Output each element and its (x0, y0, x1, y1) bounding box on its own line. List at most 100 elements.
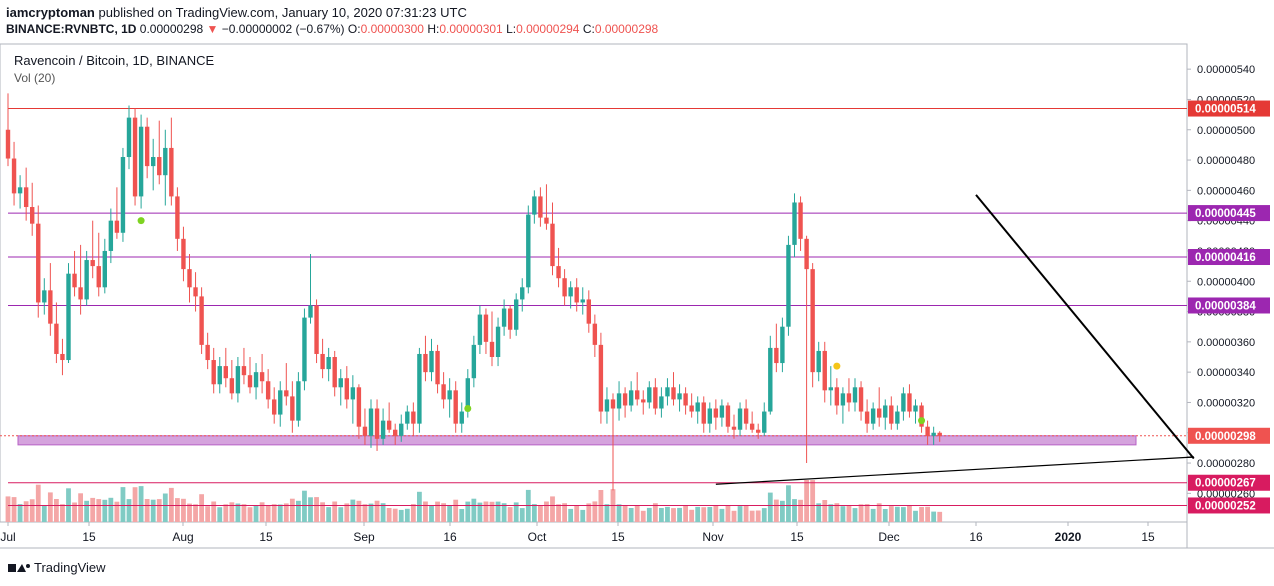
candle (393, 423, 398, 445)
volume-bar (798, 499, 803, 522)
candle (477, 305, 483, 354)
candle-body (108, 220, 114, 251)
candle-body (725, 405, 731, 427)
candle-body (635, 390, 640, 400)
candle-body (858, 387, 864, 412)
volume-bar (901, 507, 906, 522)
high-value: 0.00000301 (439, 22, 503, 36)
candle (719, 399, 725, 427)
candle (604, 387, 610, 424)
volume-bar (459, 509, 465, 522)
candle-body (411, 411, 416, 424)
candle (834, 378, 840, 415)
volume-bar (102, 499, 108, 522)
candle-body (641, 399, 646, 403)
candle-body (919, 405, 924, 427)
series-legend-title[interactable]: Ravencoin / Bitcoin, 1D, BINANCE (14, 53, 215, 68)
level-label-bg (1188, 474, 1270, 491)
volume-bar (175, 498, 180, 522)
candle (247, 357, 253, 394)
volume-bar (259, 502, 265, 522)
candle-body (580, 299, 585, 303)
volume-bar (913, 510, 918, 522)
level-label-bg (1188, 497, 1270, 514)
candle (217, 357, 222, 394)
candle (628, 381, 634, 412)
low-value: 0.00000294 (516, 22, 580, 36)
candle-body (574, 287, 579, 303)
price-tick-label: 0.00000260 (1197, 488, 1255, 500)
volume-bar (659, 508, 664, 522)
candle-body (265, 381, 271, 400)
candle-body (701, 402, 706, 424)
candle (42, 278, 47, 315)
candle-body (616, 393, 622, 409)
level-label-bg (1188, 100, 1270, 117)
volume-bar (168, 487, 174, 522)
candle (877, 387, 882, 427)
level-label: 0.00000445 (1188, 205, 1270, 222)
volume-bar (47, 492, 53, 522)
candle-body (622, 393, 628, 406)
volume-bar (592, 501, 598, 522)
candle (780, 317, 785, 373)
volume-bar (568, 508, 574, 522)
candle (495, 317, 501, 367)
candle (235, 357, 241, 403)
volume-bar (846, 505, 852, 522)
candle-body (756, 429, 761, 433)
volume-bar (646, 507, 652, 522)
candle (786, 235, 791, 336)
candle-body (864, 411, 870, 424)
volume-bar (223, 504, 229, 522)
volume-bar (640, 510, 646, 522)
volume-legend[interactable]: Vol (20) (14, 71, 56, 85)
candle-body (326, 357, 331, 370)
author-name[interactable]: iamcryptoman (6, 5, 95, 20)
volume-bar (308, 497, 313, 522)
volume-bar (792, 499, 797, 522)
candle-body (895, 411, 900, 424)
volume-bar (622, 505, 628, 522)
candle-body (786, 244, 791, 327)
volume-bar (810, 480, 816, 522)
volume-bar (894, 506, 900, 522)
candle (417, 347, 422, 433)
candle-body (538, 196, 543, 218)
candle (616, 381, 622, 421)
candle-body (374, 408, 380, 439)
volume-bar (199, 494, 204, 522)
level-label-text: 0.00000252 (1195, 500, 1256, 512)
volume-bar (840, 506, 846, 522)
time-tick-label: 15 (611, 530, 625, 544)
candle-body (677, 393, 682, 400)
candle-body (550, 223, 555, 267)
level-label-text: 0.00000267 (1195, 478, 1256, 490)
candle-body (459, 411, 464, 424)
volume-bar (229, 502, 235, 522)
volume-bar (410, 504, 416, 522)
candle (187, 253, 192, 303)
candle-body (628, 390, 634, 406)
candle (60, 338, 65, 376)
candle-body (193, 287, 198, 297)
candle-body (883, 405, 888, 418)
volume-bar (398, 509, 404, 522)
volume-bar (138, 486, 144, 522)
candle (368, 399, 374, 448)
volume-bar (187, 503, 192, 522)
tradingview-logo[interactable]: TradingView (8, 560, 106, 575)
candle-body (822, 350, 827, 391)
candle-body (671, 387, 676, 400)
volume-bar (23, 501, 29, 522)
candle (501, 299, 507, 336)
published-text: published on TradingView.com, January 10… (98, 5, 467, 20)
volume-bar (429, 505, 434, 522)
candle (374, 399, 380, 451)
candle-body (743, 408, 749, 424)
candle-body (647, 387, 652, 403)
open-value: 0.00000300 (360, 22, 424, 36)
candle (931, 426, 936, 445)
candle-body (314, 305, 319, 354)
